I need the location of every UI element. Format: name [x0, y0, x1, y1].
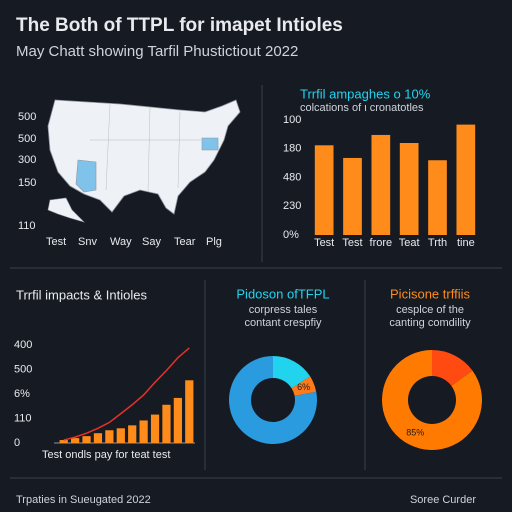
bar: [82, 436, 91, 443]
chart-title: Pidoson ofTFPL: [236, 286, 329, 301]
chart-subtitle: colcations of ι cronatotles: [300, 102, 424, 114]
x-tick-label: tine: [457, 237, 475, 249]
footer-right: Soree Curder: [410, 494, 476, 506]
y-tick-label: 230: [283, 200, 301, 212]
title: The Both of TTPL for imapet Intioles: [16, 15, 343, 36]
map-x-label: Snv: [78, 236, 97, 248]
map-y-label: 110: [18, 220, 36, 232]
map-highlight: [75, 159, 97, 193]
bar: [371, 134, 391, 235]
y-tick-label: 400: [14, 339, 32, 351]
bar: [428, 160, 447, 235]
map-highlight: [201, 137, 219, 151]
bar: [71, 438, 80, 443]
chart-subtitle: cesplce of the: [396, 304, 464, 316]
bar: [343, 157, 362, 235]
bar: [150, 414, 160, 443]
chart-subtitle: contant crespfiy: [244, 317, 322, 329]
us-map: [47, 99, 241, 223]
chart-subtitle: canting comdility: [389, 317, 471, 329]
bar: [105, 430, 114, 443]
map-x-label: Say: [142, 236, 161, 248]
footer-left: Trpaties in Sueugated 2022: [16, 494, 151, 506]
value-label: 6%: [297, 382, 310, 392]
donut-slice: [229, 356, 317, 445]
map-x-label: Plg: [206, 236, 222, 248]
y-tick-label: 6%: [14, 388, 30, 400]
y-tick-label: 500: [14, 363, 32, 375]
bar: [185, 380, 194, 443]
x-tick-label: Trth: [428, 237, 447, 249]
bar: [314, 145, 334, 235]
y-tick-label: 110: [14, 412, 32, 424]
bar: [139, 420, 148, 443]
map-y-label: 500: [18, 111, 36, 123]
y-tick-label: 0: [14, 437, 20, 449]
x-tick-label: Teat: [399, 237, 420, 249]
x-axis-label: Test ondls pay for teat test: [42, 449, 170, 461]
x-tick-label: Test: [314, 237, 334, 249]
map-alaska: [47, 197, 86, 223]
y-tick-label: 480: [283, 171, 301, 183]
map-x-label: Way: [110, 236, 132, 248]
donut-slice: [291, 376, 317, 396]
chart-subtitle: corpress tales: [249, 304, 318, 316]
map-x-label: Test: [46, 236, 66, 248]
line: [63, 347, 190, 441]
map-y-label: 500: [18, 133, 36, 145]
chart-title: Trrfil impacts & Intioles: [16, 287, 147, 302]
chart-title: Trrfil ampaghes ο 10%: [300, 86, 431, 101]
bar: [162, 404, 171, 443]
bar: [399, 143, 419, 235]
bar: [116, 428, 125, 443]
bar: [173, 397, 182, 443]
bar: [128, 425, 137, 443]
x-tick-label: frore: [370, 237, 393, 249]
map-x-label: Tear: [174, 236, 196, 248]
y-tick-label: 180: [283, 143, 301, 155]
y-tick-label: 0%: [283, 229, 299, 241]
y-tick-label: 100: [283, 114, 301, 126]
donut-slice: [273, 356, 311, 389]
donut-slice: [432, 350, 473, 386]
value-label: 85%: [406, 427, 424, 437]
x-tick-label: Test: [342, 237, 362, 249]
bar: [59, 440, 68, 443]
donut-slice: [381, 350, 482, 450]
bar: [456, 124, 476, 235]
map-borders: [90, 103, 210, 193]
map-y-label: 300: [18, 154, 36, 166]
subtitle: May Chatt showing Tarfil Phustictiout 20…: [16, 43, 298, 60]
chart-title: Picisone trffiis: [390, 286, 470, 301]
bar: [93, 433, 103, 443]
map-y-label: 150: [18, 177, 36, 189]
